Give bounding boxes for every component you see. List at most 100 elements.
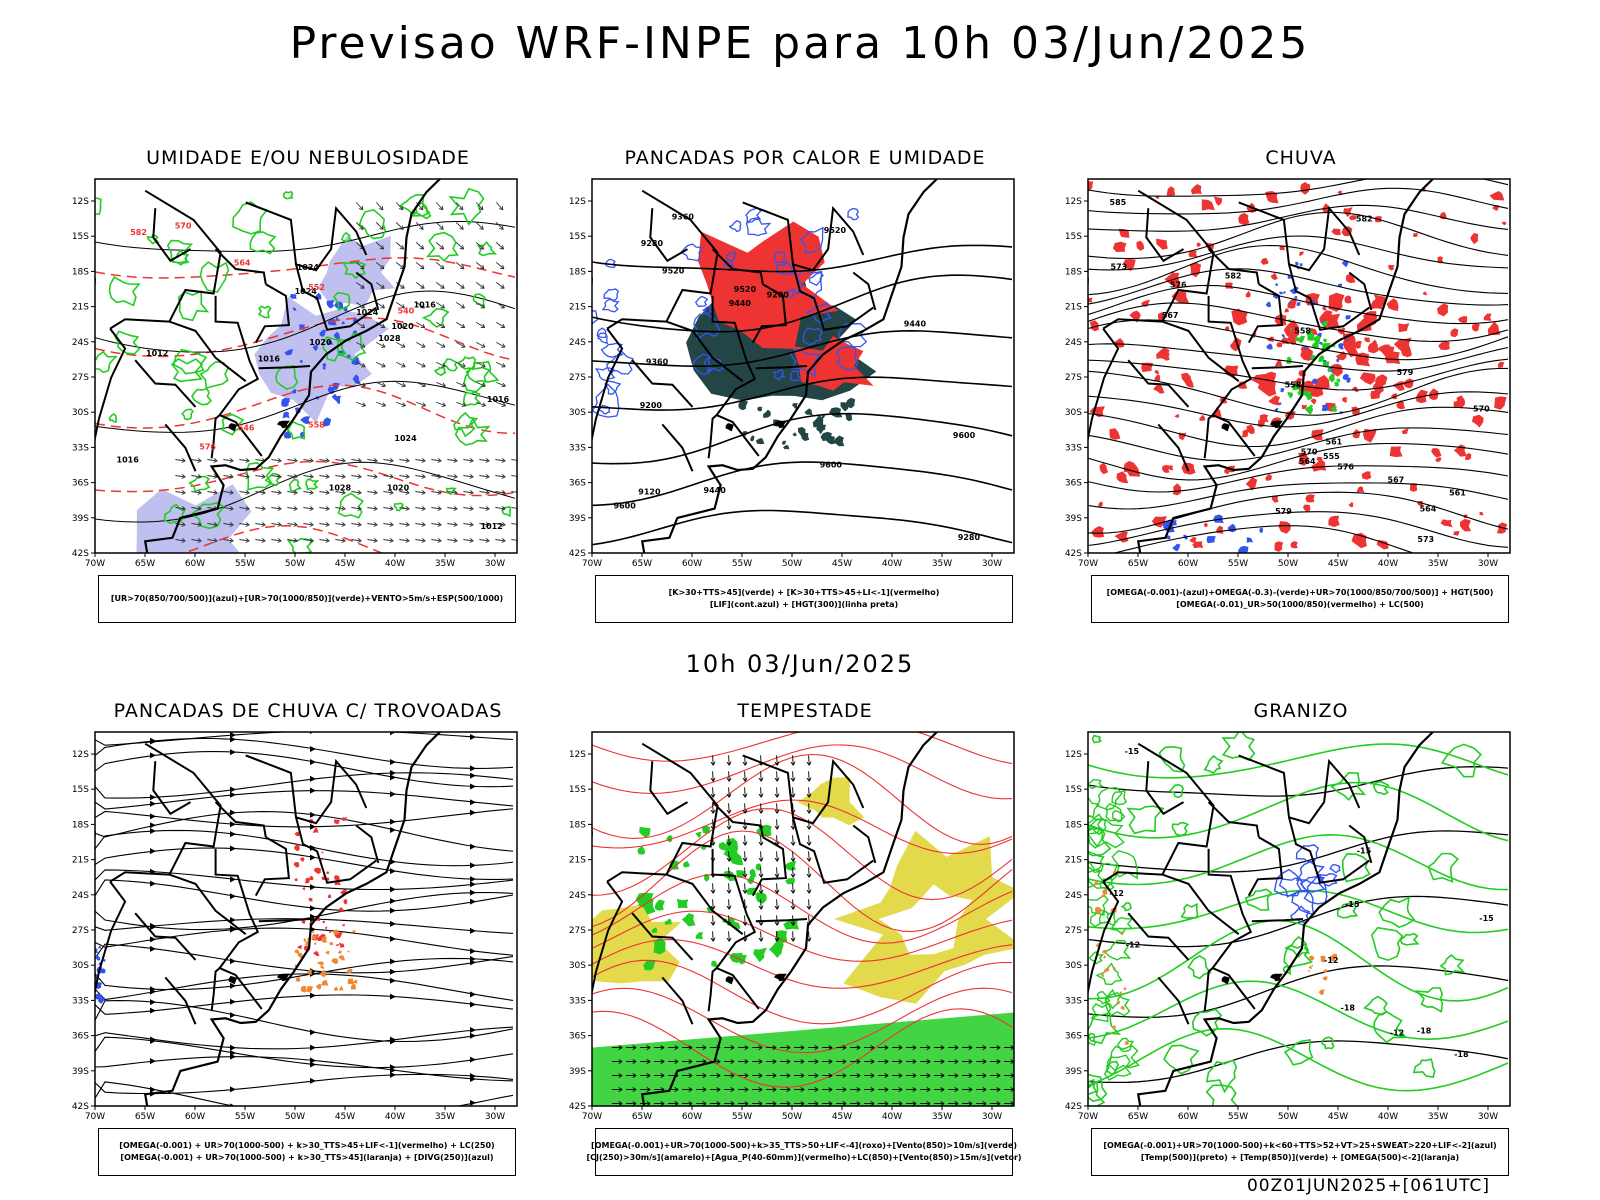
lon-tick-label: 70W — [85, 1112, 105, 1122]
panel-title-chuva: CHUVA — [1265, 147, 1337, 169]
lon-tick-label: 45W — [1328, 559, 1348, 569]
contour-label: 9200 — [640, 401, 663, 410]
map-umidade: 1016 1016 1016 1020 1024 1024 1024 1020 1028 1028… — [72, 178, 518, 569]
lat-tick-label: 12S — [1065, 197, 1082, 207]
lat-tick-label: 42S — [569, 549, 586, 559]
lon-tick-label: 65W — [135, 559, 155, 569]
lat-tick-label: 21S — [569, 303, 586, 313]
lat-tick-label: 39S — [1065, 1067, 1082, 1077]
lat-tick-label: 21S — [1065, 856, 1082, 866]
lon-tick-label: 65W — [1128, 1112, 1148, 1122]
map-granizo: -12 -12 -12 -12 -15 -15 -15 -15 -18 -18 -18 12S 15S 1… — [1065, 731, 1511, 1122]
contour-label: 9200 — [767, 291, 790, 300]
lat-tick-label: 42S — [569, 1102, 586, 1112]
lat-tick-label: 12S — [569, 197, 586, 207]
contour-label: 1016 — [414, 300, 437, 309]
contour-label: 558 — [1294, 327, 1311, 336]
lon-tick-label: 45W — [1328, 1112, 1348, 1122]
lon-tick-label: 70W — [582, 1112, 602, 1122]
contour-label: 1024 — [394, 434, 417, 443]
legend-granizo: [OMEGA(-0.001)+UR>70(1000-500)+k<60+TTS>… — [1091, 1128, 1509, 1176]
lat-tick-label: 27S — [569, 373, 586, 383]
lat-tick-label: 21S — [569, 856, 586, 866]
contour-label: 567 — [1162, 311, 1179, 320]
lat-tick-label: 39S — [1065, 514, 1082, 524]
lon-tick-label: 35W — [435, 1112, 455, 1122]
lat-tick-label: 21S — [1065, 303, 1082, 313]
lat-tick-label: 24S — [72, 338, 89, 348]
contour-label: 9600 — [953, 431, 976, 440]
legend-trovoadas: [OMEGA(-0.001) + UR>70(1000-500) + k>30_… — [98, 1128, 516, 1176]
lat-tick-label: 33S — [1065, 996, 1082, 1006]
lat-tick-label: 27S — [72, 373, 89, 383]
contour-label: 1016 — [487, 395, 510, 404]
lon-tick-label: 60W — [1178, 1112, 1198, 1122]
contour-label: -15 — [1357, 847, 1372, 856]
contour-label: -18 — [1417, 1026, 1432, 1035]
lat-tick-label: 27S — [1065, 373, 1082, 383]
contour-label: 546 — [238, 424, 255, 433]
lat-tick-label: 15S — [569, 785, 586, 795]
panel-title-granizo: GRANIZO — [1253, 700, 1349, 722]
lat-tick-label: 36S — [72, 479, 89, 489]
lon-tick-label: 30W — [982, 559, 1002, 569]
contour-label: -15 — [1345, 900, 1360, 909]
legend-line: [K>30+TTS>45](verde) + [K>30+TTS>45+LI<-… — [668, 588, 940, 597]
contour-label: 9600 — [614, 501, 637, 510]
lon-tick-label: 40W — [882, 1112, 902, 1122]
contour-label: 582 — [130, 228, 147, 237]
lon-tick-label: 50W — [285, 559, 305, 569]
contour-label: 564 — [1299, 457, 1316, 466]
contour-label: 555 — [1323, 452, 1340, 461]
contour-label: 9440 — [904, 320, 927, 329]
lat-tick-label: 30S — [1065, 961, 1082, 971]
contour-label: 570 — [1473, 405, 1490, 414]
contour-label: 585 — [1110, 198, 1127, 207]
contour-label: 570 — [175, 222, 192, 231]
lon-tick-label: 60W — [1178, 559, 1198, 569]
legend-line: [OMEGA(-0.001)+UR>70(1000-500)+k>35_TTS>… — [591, 1141, 1017, 1150]
lat-tick-label: 15S — [72, 785, 89, 795]
legend-line: [OMEGA(-0.001) + UR>70(1000-500) + k>30_… — [120, 1153, 494, 1162]
lat-tick-label: 30S — [72, 961, 89, 971]
lat-tick-label: 15S — [72, 232, 89, 242]
lat-tick-label: 12S — [1065, 750, 1082, 760]
lat-tick-label: 27S — [1065, 926, 1082, 936]
contour-label: 1024 — [356, 308, 379, 317]
lat-tick-label: 42S — [1065, 549, 1082, 559]
lon-tick-label: 45W — [832, 1112, 852, 1122]
lon-tick-label: 45W — [832, 559, 852, 569]
lat-tick-label: 33S — [1065, 443, 1082, 453]
contour-label: 9280 — [958, 533, 981, 542]
contour-label: 1024 — [297, 263, 320, 272]
contour-label: -15 — [1125, 747, 1140, 756]
lat-tick-label: 24S — [569, 338, 586, 348]
contour-label: 1012 — [146, 349, 168, 358]
lon-tick-label: 65W — [135, 1112, 155, 1122]
forecast-time-subtitle: 10h 03/Jun/2025 — [685, 650, 915, 678]
lat-tick-label: 21S — [72, 303, 89, 313]
lat-tick-label: 15S — [1065, 232, 1082, 242]
lat-tick-label: 33S — [569, 996, 586, 1006]
contour-label: 570 — [1301, 448, 1318, 457]
lat-tick-label: 27S — [72, 926, 89, 936]
contour-label: -18 — [1454, 1050, 1469, 1059]
contour-label: 9360 — [672, 213, 695, 222]
lat-tick-label: 18S — [569, 820, 586, 830]
contour-label: 1020 — [391, 322, 414, 331]
lon-tick-label: 30W — [1478, 559, 1498, 569]
lon-tick-label: 35W — [1428, 559, 1448, 569]
contour-label: 567 — [1388, 476, 1405, 485]
lon-tick-label: 30W — [485, 1112, 505, 1122]
lat-tick-label: 30S — [1065, 408, 1082, 418]
lat-tick-label: 30S — [569, 961, 586, 971]
contour-label: 540 — [398, 307, 415, 316]
contour-label: 573 — [1417, 535, 1434, 544]
lon-tick-label: 55W — [1228, 559, 1248, 569]
legend-line: [UR>70(850/700/500)](azul)+[UR>70(1000/8… — [110, 594, 504, 603]
lon-tick-label: 50W — [1278, 559, 1298, 569]
lon-tick-label: 50W — [285, 1112, 305, 1122]
contour-label: 9440 — [729, 299, 752, 308]
contour-label: 1020 — [309, 338, 332, 347]
lat-tick-label: 18S — [72, 267, 89, 277]
